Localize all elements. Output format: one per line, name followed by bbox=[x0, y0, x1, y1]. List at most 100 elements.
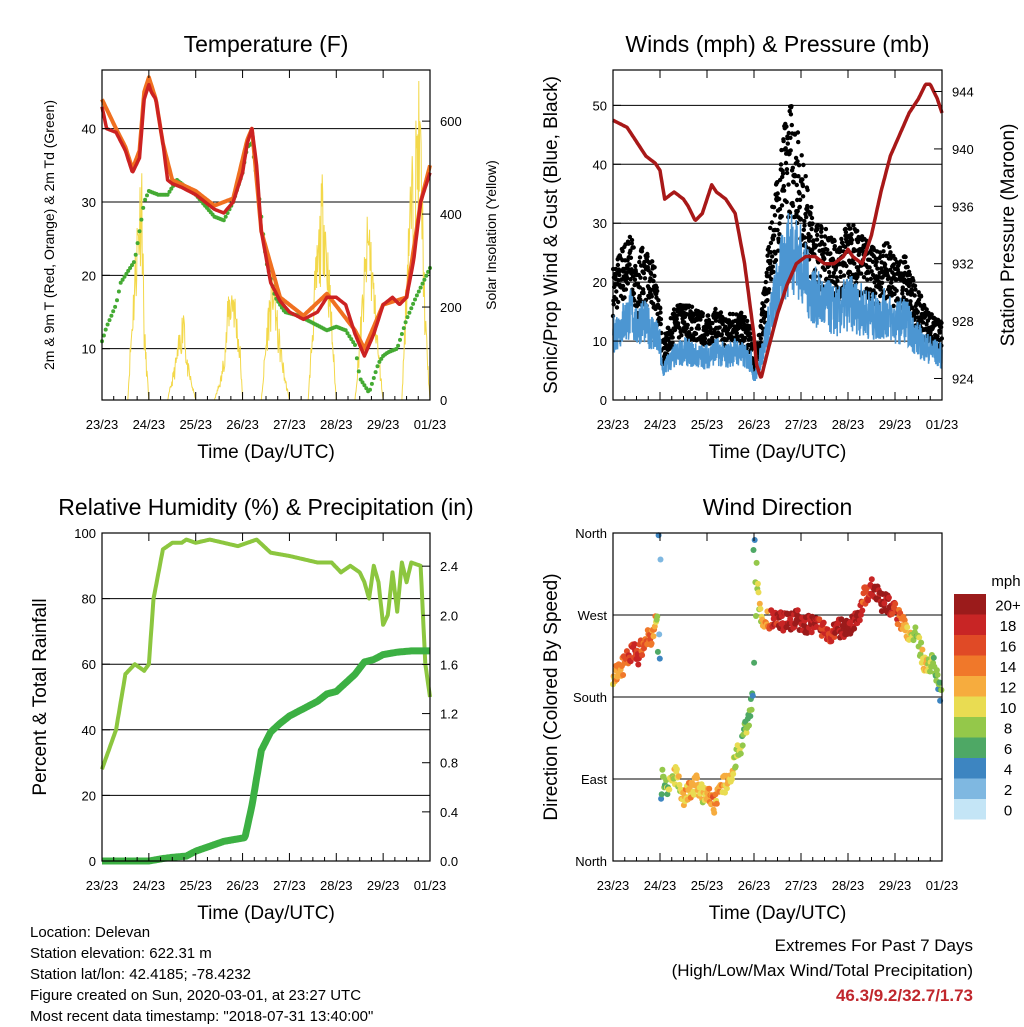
gust-point bbox=[613, 296, 619, 302]
dewpoint-point bbox=[145, 193, 149, 198]
y-tick-label: 0 bbox=[89, 854, 96, 869]
x-tick-label: 25/23 bbox=[691, 878, 724, 893]
y2-tick-label: 932 bbox=[952, 257, 974, 272]
gust-point bbox=[938, 324, 944, 330]
gust-point bbox=[708, 326, 713, 332]
y2-tick-label: 400 bbox=[440, 207, 462, 222]
direction-point bbox=[934, 671, 941, 678]
direction-point bbox=[751, 659, 758, 666]
direction-point bbox=[757, 605, 764, 612]
y-tick-label: East bbox=[581, 772, 607, 787]
gust-point bbox=[835, 278, 840, 283]
gust-point bbox=[888, 250, 893, 255]
gust-point bbox=[794, 182, 799, 188]
gust-point bbox=[880, 253, 886, 259]
gust-point bbox=[633, 263, 638, 269]
speed-legend-label: 2 bbox=[1004, 782, 1012, 799]
gust-point bbox=[800, 177, 805, 182]
x-tick-label: 29/23 bbox=[879, 417, 912, 432]
gust-point bbox=[748, 335, 754, 341]
gust-point bbox=[831, 274, 836, 279]
x-tick-label: 27/23 bbox=[785, 878, 818, 893]
gust-point bbox=[900, 291, 905, 296]
gust-point bbox=[741, 318, 747, 323]
gust-point bbox=[819, 234, 824, 239]
gust-point bbox=[742, 335, 748, 341]
gust-point bbox=[892, 291, 897, 297]
dewpoint-point bbox=[345, 331, 350, 336]
dewpoint-point bbox=[167, 189, 172, 194]
x-tick-label: 25/23 bbox=[691, 417, 724, 432]
temp-2m-line bbox=[100, 82, 432, 358]
gust-point bbox=[719, 332, 724, 337]
dewpoint-point bbox=[103, 327, 108, 332]
y-tick-label: North bbox=[575, 854, 607, 869]
dewpoint-point bbox=[223, 214, 228, 219]
gust-point bbox=[793, 155, 799, 161]
gust-point bbox=[614, 305, 620, 310]
gust-point bbox=[873, 291, 878, 296]
gust-point bbox=[771, 205, 777, 210]
x-tick-label: 28/23 bbox=[832, 878, 865, 893]
y2-axis-label: Solar Insolation (Yellow) bbox=[483, 160, 499, 310]
x-tick-label: 26/23 bbox=[226, 878, 259, 893]
gust-point bbox=[783, 160, 789, 166]
gust-point bbox=[822, 256, 827, 261]
gust-point bbox=[894, 288, 899, 293]
x-tick-label: 24/23 bbox=[133, 878, 166, 893]
direction-point bbox=[656, 631, 663, 638]
extremes-subtitle: (High/Low/Max Wind/Total Precipitation) bbox=[671, 961, 973, 980]
gust-point bbox=[637, 293, 642, 299]
speed-legend-label: 16 bbox=[1000, 638, 1017, 655]
direction-point bbox=[851, 625, 858, 632]
direction-point bbox=[794, 607, 801, 614]
direction-point bbox=[675, 773, 682, 780]
gust-point bbox=[698, 317, 703, 322]
speed-legend-swatch bbox=[954, 778, 986, 799]
gust-point bbox=[631, 245, 636, 250]
speed-legend-swatch bbox=[954, 758, 986, 779]
x-tick-label: 26/23 bbox=[738, 417, 771, 432]
gust-point bbox=[765, 298, 770, 303]
gust-point bbox=[849, 232, 854, 237]
x-tick-label: 26/23 bbox=[226, 417, 259, 432]
y-tick-label: 100 bbox=[74, 526, 96, 541]
gust-point bbox=[703, 341, 708, 346]
gust-point bbox=[796, 163, 802, 168]
gust-point bbox=[704, 328, 709, 333]
gust-point bbox=[882, 262, 888, 267]
gust-point bbox=[632, 277, 638, 282]
y2-tick-label: 0.4 bbox=[440, 805, 458, 820]
gust-point bbox=[779, 203, 785, 208]
gust-point bbox=[781, 188, 787, 193]
gust-point bbox=[797, 204, 802, 210]
gust-point bbox=[924, 307, 929, 312]
x-tick-label: 29/23 bbox=[367, 417, 400, 432]
gust-point bbox=[768, 225, 773, 231]
x-tick-label: 28/23 bbox=[320, 417, 353, 432]
x-tick-label: 01/23 bbox=[414, 878, 447, 893]
gust-point bbox=[777, 221, 782, 226]
dewpoint-point bbox=[405, 315, 410, 320]
gust-point bbox=[875, 266, 880, 271]
gust-point bbox=[620, 283, 626, 289]
gust-point bbox=[904, 287, 909, 293]
gust-point bbox=[801, 227, 806, 232]
gust-point bbox=[796, 174, 801, 179]
gust-point bbox=[790, 165, 795, 170]
dewpoint-point bbox=[364, 386, 369, 391]
gust-point bbox=[784, 170, 790, 176]
direction-point bbox=[750, 547, 757, 553]
x-tick-label: 25/23 bbox=[179, 878, 212, 893]
dewpoint-point bbox=[413, 297, 417, 302]
gust-point bbox=[778, 162, 784, 167]
gust-point bbox=[786, 182, 791, 187]
gust-point bbox=[927, 315, 932, 320]
gust-point bbox=[658, 310, 663, 315]
gust-point bbox=[626, 241, 631, 246]
gust-point bbox=[916, 297, 922, 302]
station-info: Location: Delevan Station elevation: 622… bbox=[30, 922, 373, 1027]
gust-point bbox=[717, 325, 722, 330]
dewpoint-point bbox=[399, 332, 404, 336]
pressure-line bbox=[612, 82, 944, 379]
